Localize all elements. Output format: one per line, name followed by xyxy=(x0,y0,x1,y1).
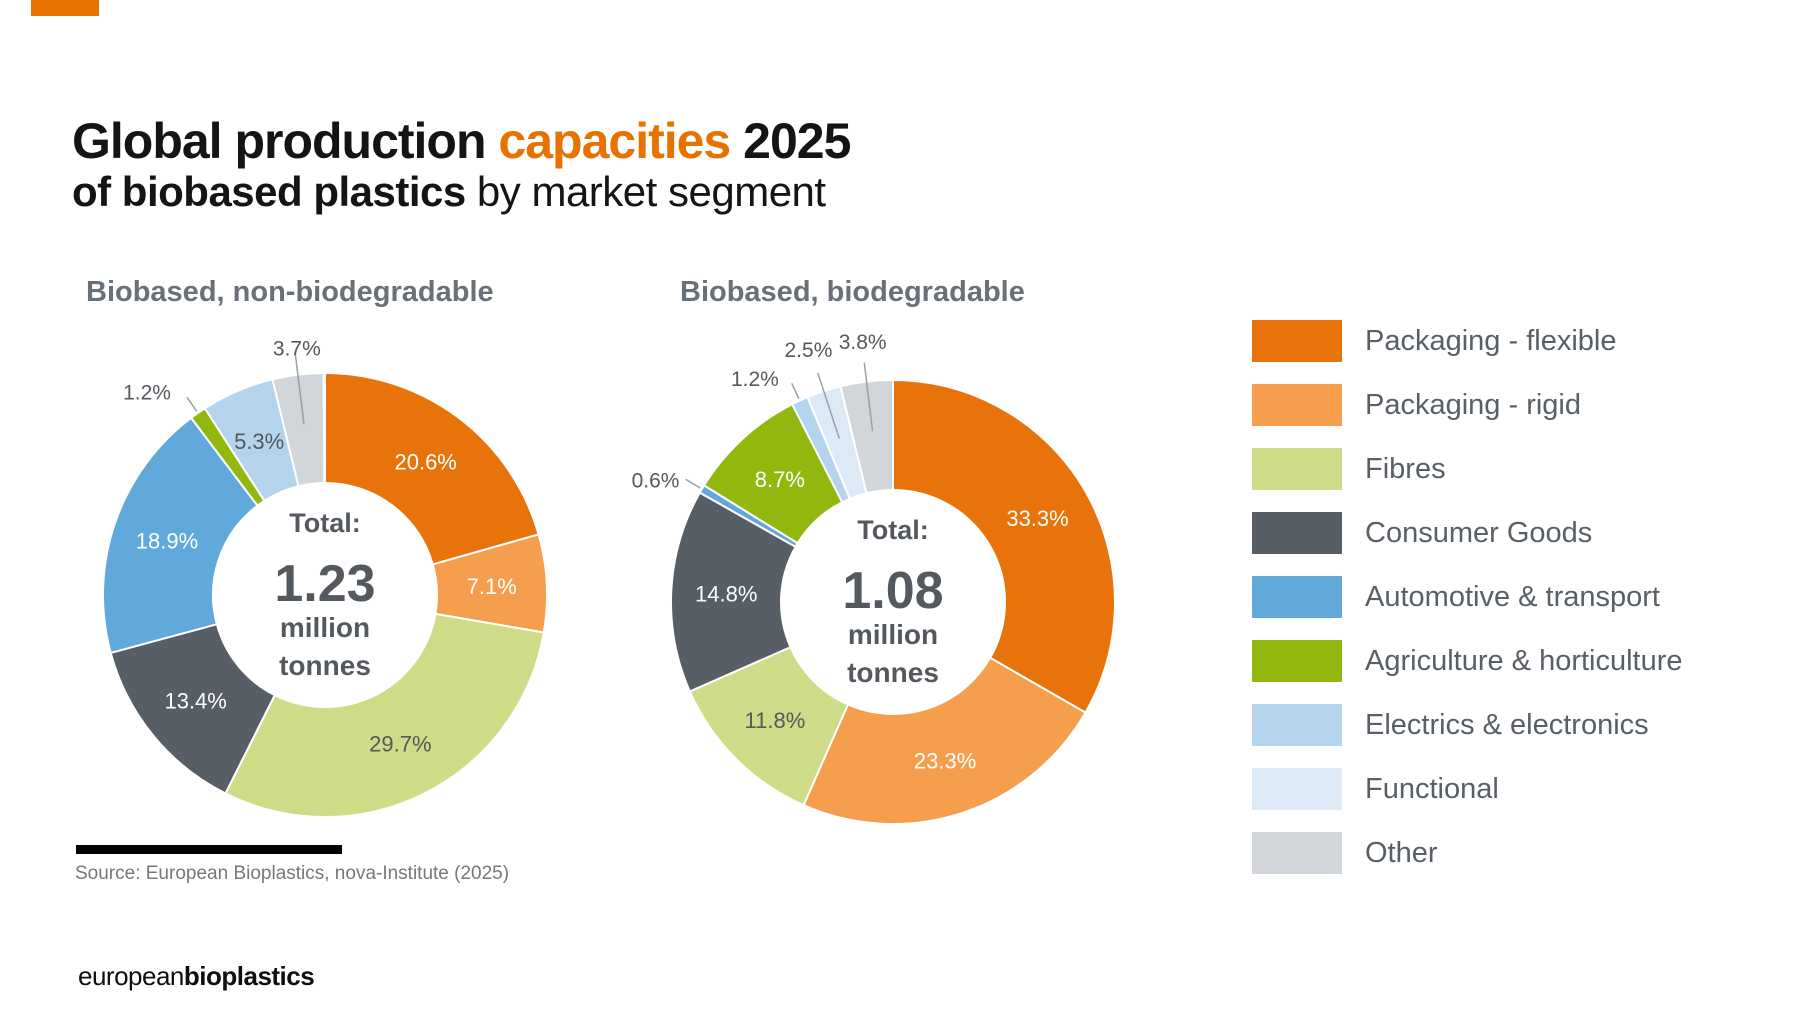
chart-title-biodegradable: Biobased, biodegradable xyxy=(680,276,1025,308)
legend-label: Packaging - flexible xyxy=(1365,325,1617,357)
logo-text-bioplastics: bioplastics xyxy=(183,961,315,991)
legend-label: Functional xyxy=(1365,773,1499,805)
segment-percent-label: 13.4% xyxy=(164,688,226,713)
segment-percent-label: 0.6% xyxy=(632,470,680,493)
label-leader-line xyxy=(294,355,305,425)
donut-center-unit-line1: million xyxy=(280,612,370,643)
legend-item-other: Other xyxy=(1252,832,1683,874)
legend-swatch xyxy=(1252,832,1342,874)
donut-segment-packaging-flexible xyxy=(892,378,1116,714)
legend-item-fibres: Fibres xyxy=(1252,448,1683,490)
label-leader-line xyxy=(791,382,800,400)
segment-percent-label: 1.2% xyxy=(731,368,779,391)
segment-percent-label: 14.8% xyxy=(695,581,757,606)
label-leader-line xyxy=(685,478,701,489)
brand-accent-bar xyxy=(31,0,99,16)
legend-swatch xyxy=(1252,384,1342,426)
label-leader-line xyxy=(863,362,874,432)
title-year-text: 2025 xyxy=(730,113,851,169)
donut-center-unit-line2: tonnes xyxy=(279,650,371,681)
segment-percent-label: 33.3% xyxy=(1006,506,1068,531)
donut-chart-nonbiodegradable: 20.6% 7.1% 29.7% 13.4% 18.9% 1.2% 5.3% 3.7% Tota… xyxy=(55,325,595,865)
title-highlight-text: capacities xyxy=(498,113,731,169)
segment-percent-label: 29.7% xyxy=(369,732,431,757)
donut-segment-automotive-transport xyxy=(102,416,259,655)
label-leader-line xyxy=(817,372,841,439)
legend-item-automotive-transport: Automotive & transport xyxy=(1252,576,1683,618)
title-text: Global production xyxy=(72,113,499,169)
legend-swatch xyxy=(1252,704,1342,746)
segment-percent-label: 1.2% xyxy=(123,381,171,404)
donut-center-unit-line1: million xyxy=(848,619,938,650)
donut-center-total-value: 1.23 xyxy=(274,555,375,613)
donut-segment-other xyxy=(839,378,894,495)
legend-label: Agriculture & horticulture xyxy=(1365,645,1683,677)
source-text: Source: European Bioplastics, nova-Insti… xyxy=(75,863,510,884)
legend-label: Other xyxy=(1365,837,1438,869)
label-leader-line xyxy=(186,396,198,412)
segment-percent-label: 18.9% xyxy=(136,529,198,554)
segment-percent-label: 20.6% xyxy=(394,449,456,474)
legend-swatch xyxy=(1252,448,1342,490)
page-title-line1: Global production capacities 2025 xyxy=(72,112,851,170)
donut-svg: 33.3% 23.3% 11.8% 14.8% 0.6% 8.7% 1.2% 2.5% 3.8%… xyxy=(632,331,1116,825)
segment-percent-label: 7.1% xyxy=(467,574,517,599)
donut-chart-biodegradable: 33.3% 23.3% 11.8% 14.8% 0.6% 8.7% 1.2% 2.5% 3.8%… xyxy=(623,331,1163,872)
legend-label: Fibres xyxy=(1365,453,1446,485)
legend-label: Packaging - rigid xyxy=(1365,389,1581,421)
european-bioplastics-logo: europeanbioplastics xyxy=(78,961,315,992)
donut-center-total-label: Total: xyxy=(857,515,928,545)
donut-svg: 20.6% 7.1% 29.7% 13.4% 18.9% 1.2% 5.3% 3.7% Tota… xyxy=(102,337,548,818)
donut-center-unit-line2: tonnes xyxy=(847,657,939,688)
legend-item-consumer-goods: Consumer Goods xyxy=(1252,512,1683,554)
donut-segment-other xyxy=(271,371,326,488)
donut-center-total-label: Total: xyxy=(289,508,360,538)
legend-item-agriculture-horticulture: Agriculture & horticulture xyxy=(1252,640,1683,682)
donut-segment-packaging-flexible xyxy=(324,371,540,566)
legend-swatch xyxy=(1252,768,1342,810)
donut-center-total-value: 1.08 xyxy=(842,562,943,620)
segment-percent-label: 8.7% xyxy=(755,467,805,492)
legend-item-packaging-flexible: Packaging - flexible xyxy=(1252,320,1683,362)
page-title-line2: of biobased plastics by market segment xyxy=(72,168,826,216)
donut-segment-consumer-goods xyxy=(670,491,797,693)
donut-segment-consumer-goods xyxy=(109,622,277,795)
legend-swatch xyxy=(1252,640,1342,682)
donut-segment-packaging-rigid xyxy=(802,656,1087,825)
legend-item-packaging-rigid: Packaging - rigid xyxy=(1252,384,1683,426)
segment-percent-label: 2.5% xyxy=(785,339,833,362)
legend-item-electrics-electronics: Electrics & electronics xyxy=(1252,704,1683,746)
segment-percent-label: 23.3% xyxy=(914,748,976,773)
segment-percent-label: 5.3% xyxy=(234,429,284,454)
segment-percent-label: 3.8% xyxy=(839,332,887,354)
source-divider-bar xyxy=(76,845,342,854)
legend-label: Electrics & electronics xyxy=(1365,709,1649,741)
donut-segment-fibres xyxy=(224,612,545,818)
legend-swatch xyxy=(1252,512,1342,554)
legend-swatch xyxy=(1252,576,1342,618)
legend-label: Automotive & transport xyxy=(1365,581,1660,613)
title-qualifier-text: by market segment xyxy=(465,168,826,215)
chart-title-nonbiodegradable: Biobased, non-biodegradable xyxy=(86,276,494,308)
chart-legend: Packaging - flexible Packaging - rigid Fib… xyxy=(1252,320,1683,896)
legend-label: Consumer Goods xyxy=(1365,517,1593,549)
title-subject-text: of biobased plastics xyxy=(72,168,466,215)
logo-text-european: european xyxy=(78,961,184,991)
segment-percent-label: 11.8% xyxy=(745,708,806,733)
segment-percent-label: 3.7% xyxy=(273,337,321,360)
legend-item-functional: Functional xyxy=(1252,768,1683,810)
legend-swatch xyxy=(1252,320,1342,362)
